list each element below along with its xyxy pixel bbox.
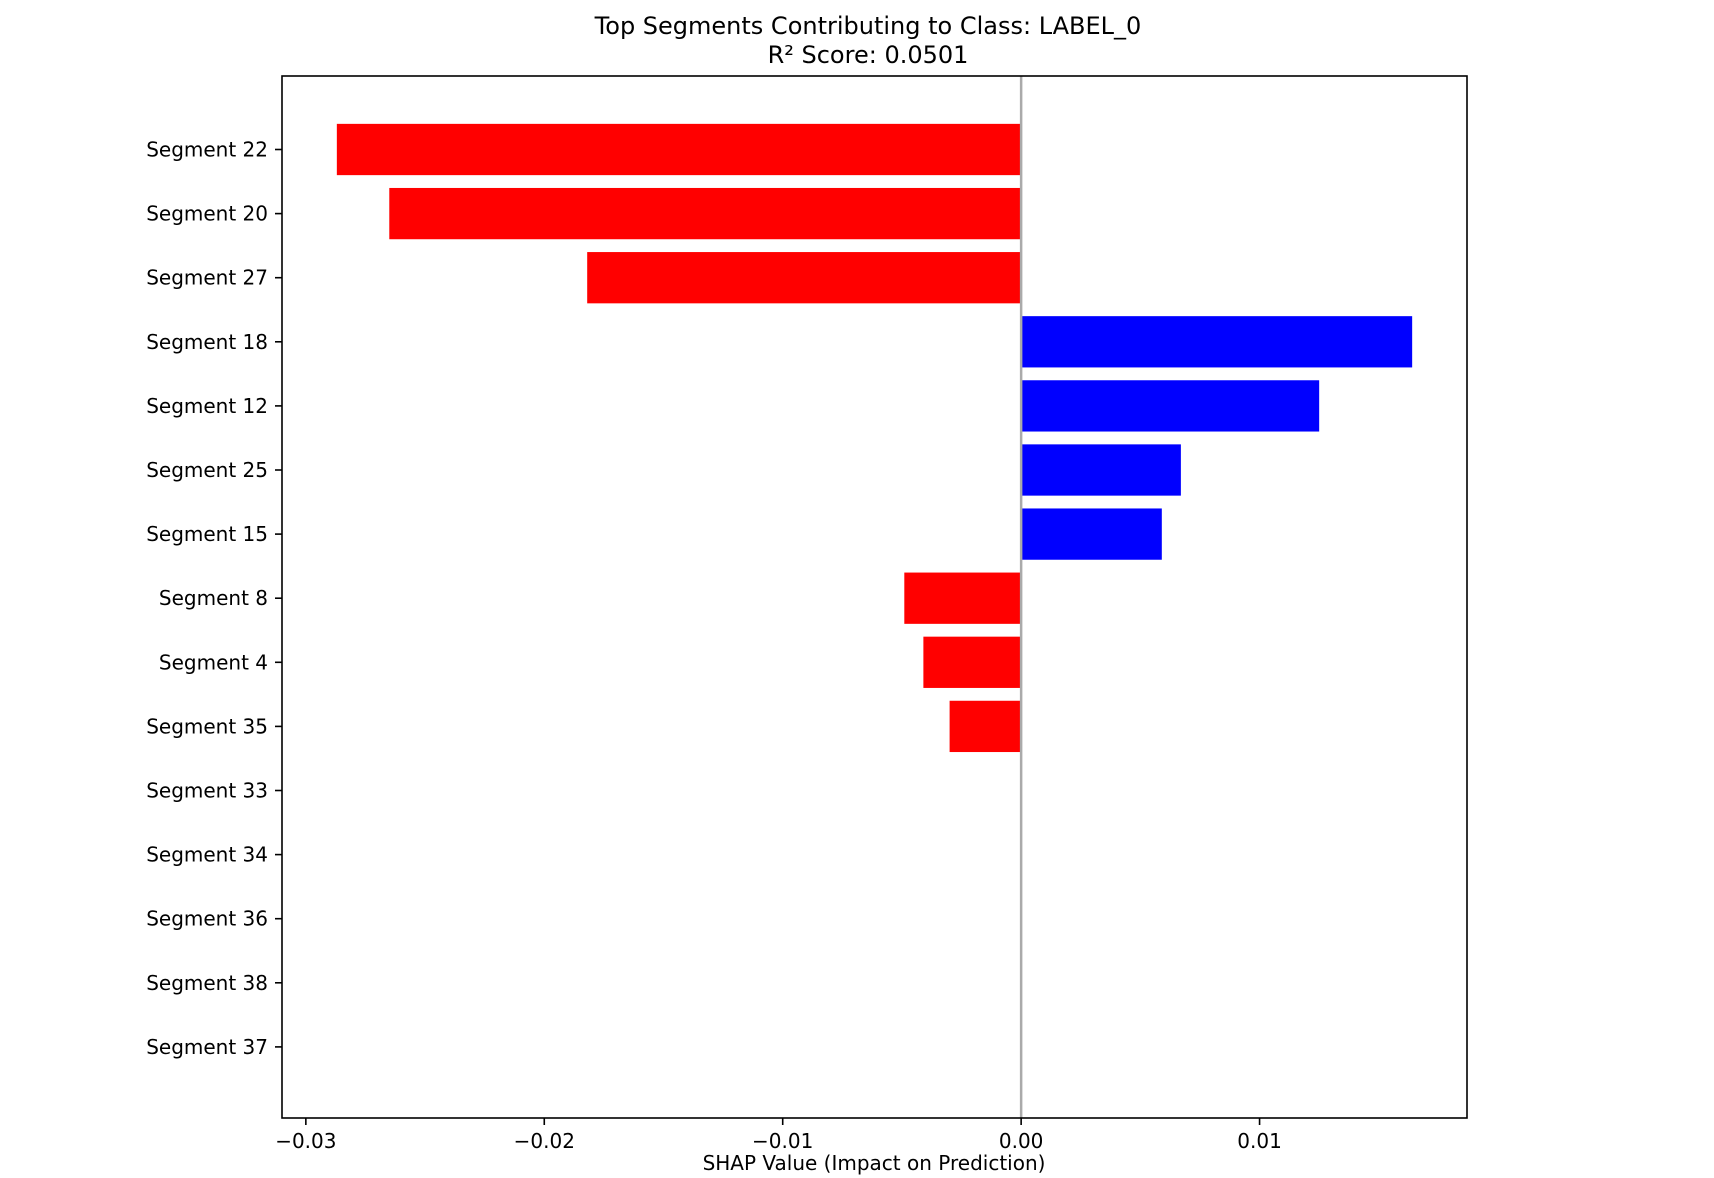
bar-segment-12 [1021,380,1320,432]
chart-subtitle: R² Score: 0.0501 [768,41,969,69]
y-tick-label: Segment 12 [146,394,268,418]
x-tick-label: −0.02 [514,1129,575,1153]
plot-frame [281,75,1468,1119]
y-tick-label: Segment 37 [146,1035,268,1059]
y-tick-label: Segment 35 [146,714,268,738]
bars-group [336,123,1413,753]
y-tick-label: Segment 38 [146,971,268,995]
x-axis-label: SHAP Value (Impact on Prediction) [703,1151,1046,1175]
y-tick-label: Segment 34 [146,843,268,867]
bar-segment-18 [1021,316,1413,368]
y-tick-label: Segment 20 [146,202,268,226]
x-tick-label: 0.01 [1237,1129,1282,1153]
bar-segment-4 [923,636,1022,688]
y-tick-label: Segment 4 [159,650,268,674]
x-tick-label: −0.01 [752,1129,813,1153]
bar-segment-25 [1021,444,1181,496]
y-tick-label: Segment 22 [146,138,268,162]
bar-segment-8 [904,572,1022,624]
x-tick-label: −0.03 [275,1129,336,1153]
y-tick-label: Segment 27 [146,266,268,290]
bar-segment-15 [1021,508,1162,560]
y-tick-label: Segment 8 [159,586,268,610]
y-tick-label: Segment 18 [146,330,268,354]
x-tick-label: 0.00 [999,1129,1044,1153]
y-tick-label: Segment 25 [146,458,268,482]
x-axis: −0.03 −0.02 −0.01 0.00 0.01 [275,1118,1282,1153]
y-tick-label: Segment 33 [146,779,268,803]
y-axis: Segment 22 Segment 20 Segment 27 Segment 18… [146,138,282,1059]
y-tick-label: Segment 15 [146,522,268,546]
y-tick-label: Segment 36 [146,907,268,931]
bar-segment-22 [336,123,1022,176]
chart-title: Top Segments Contributing to Class: LABE… [594,12,1142,40]
bar-segment-35 [949,700,1022,753]
bar-segment-20 [389,187,1022,240]
bar-segment-27 [587,252,1022,304]
